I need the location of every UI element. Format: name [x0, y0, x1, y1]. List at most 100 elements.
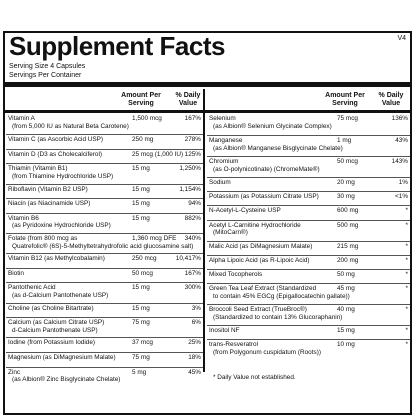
nutrient-amount: 75 mg [132, 354, 150, 361]
nutrient-daily-value: 167% [184, 269, 201, 277]
table-row: Green Tea Leaf Extract (Standardized to c… [207, 283, 410, 304]
nutrient-daily-value: 278% [184, 136, 201, 144]
nutrient-amount: 10 mg [337, 341, 355, 349]
nutrient-amount: 200 mg [337, 256, 359, 264]
nutrient-amount: 75 mcg [337, 115, 358, 122]
right-amount-heading-line1: Amount Per [325, 92, 365, 99]
nutrient-name: Vitamin B12 (as Methylcobalamin) [8, 255, 105, 263]
nutrient-amount: 50 mg [337, 271, 355, 278]
nutrient-daily-value: * [405, 285, 409, 293]
table-row: N-Acetyl-L-Cysteine USP 600 mg * [207, 205, 410, 219]
nutrient-source: (from Polygonum cuspidatum (Roots)) [213, 348, 321, 356]
nutrient-amount: 15 mg [132, 200, 150, 208]
nutrient-name: Chromium [209, 158, 239, 165]
nutrient-daily-value: 18% [188, 354, 201, 361]
nutrient-amount: 15 mg [132, 165, 150, 173]
nutrient-daily-value: 300% [184, 284, 201, 292]
nutrient-daily-value: 1,250% [179, 165, 201, 173]
nutrient-name: Sodium [209, 179, 231, 186]
nutrient-daily-value: 136% [391, 115, 408, 122]
nutrient-amount: 50 mcg [132, 269, 153, 277]
nutrient-amount: 1 mg [337, 137, 352, 144]
table-row: Biotin 50 mcg 167% [6, 267, 203, 283]
nutrient-name: Niacin (as Niacinamide USP) [8, 200, 91, 208]
nutrient-name: Manganese [209, 137, 243, 144]
nutrient-name: Acetyl L-Carnitine Hydrochloride [209, 221, 301, 229]
nutrient-name: Magnesium (as DiMagnesium Malate) [8, 354, 116, 361]
nutrient-name: Zinc [8, 368, 21, 376]
nutrient-source: (from Thiamine Hydrochloride USP) [12, 172, 114, 180]
table-row: Calcium (as Calcium Citrate USP) d-Calciu… [6, 317, 203, 337]
nutrient-amount: 250 mcg [132, 255, 157, 263]
supplement-facts-panel [3, 31, 412, 415]
table-row: Acetyl L-Carnitine Hydrochloride (MitoCar… [207, 219, 410, 241]
nutrient-source: (as Albion® Selenium Glycinate Complex) [213, 122, 332, 130]
table-row: Alpha Lipoic Acid (as R-Lipoic Acid) 200 … [207, 254, 410, 269]
left-amount-heading-line1: Amount Per [121, 92, 161, 99]
nutrient-amount: 20 mg [337, 179, 355, 186]
table-row: Choline (as Choline Bitartrate) 15 mg 3% [6, 302, 203, 318]
nutrient-source: (as Albion® Manganese Bisglycinate Chela… [213, 144, 343, 152]
table-row: Folate (from 800 mcg as Quatrefolic® (6S)… [6, 233, 203, 253]
nutrient-daily-value: 3% [191, 304, 201, 312]
nutrient-name: Folate (from 800 mcg as [8, 235, 78, 242]
nutrient-amount: 30 mg [337, 193, 355, 201]
nutrient-daily-value: * [405, 306, 409, 314]
nutrient-daily-value: * [405, 242, 409, 250]
table-row: trans-Resveratrol (from Polygonum cuspida… [207, 339, 410, 360]
nutrient-daily-value: 125% [184, 150, 201, 158]
right-dv-heading-line2: Value [381, 100, 401, 107]
footnote: * Daily Value not established. [213, 374, 296, 381]
nutrient-amount: 15 mg [132, 214, 150, 222]
nutrient-daily-value: * [405, 256, 409, 264]
table-row: Vitamin C (as Ascorbic Acid USP) 250 mg 27… [6, 134, 203, 149]
table-row: Mixed Tocopherols 50 mg * [207, 269, 410, 283]
table-row: Potassium (as Potassium Citrate USP) 30 m… [207, 191, 410, 205]
nutrient-daily-value: 1,154% [179, 185, 201, 193]
header-thick-bar [5, 82, 410, 87]
nutrient-name: Malic Acid (as DiMagnesium Malate) [209, 242, 313, 250]
nutrient-source: (as Albion® Zinc Bisglycinate Chelate) [12, 376, 121, 384]
table-row: Niacin (as Niacinamide USP) 15 mg 94% [6, 198, 203, 213]
table-row: Vitamin B12 (as Methylcobalamin) 250 mcg 1… [6, 253, 203, 268]
nutrient-amount: 15 mg [337, 327, 355, 335]
right-heading-bar [205, 110, 410, 113]
nutrient-source: to contain 45% EGCg (Epigallocatechin ga… [213, 292, 350, 300]
nutrient-amount: 600 mg [337, 207, 359, 215]
nutrient-daily-value: 43% [395, 137, 408, 144]
table-row: Chromium (as O-polynicotinate) (ChromeMat… [207, 156, 410, 177]
nutrient-name: Vitamin C (as Ascorbic Acid USP) [8, 136, 104, 144]
nutrient-source: (MitoCarn®) [213, 229, 248, 237]
nutrient-amount: 45 mg [337, 285, 355, 293]
nutrient-name: Mixed Tocopherols [209, 271, 263, 278]
nutrient-daily-value: 45% [188, 368, 201, 376]
nutrient-daily-value: 94% [188, 200, 201, 208]
table-row: Manganese (as Albion® Manganese Bisglycin… [207, 135, 410, 156]
nutrient-source: (Standardized to contain 13% Glucoraphan… [213, 313, 343, 321]
table-row: Pantothenic Acid (as d-Calcium Pantothena… [6, 282, 203, 302]
nutrient-source: (as O-polynicotinate) (ChromeMate®) [213, 165, 320, 173]
left-heading-bar [5, 110, 203, 113]
version-label: V4 [397, 35, 406, 42]
table-row: Malic Acid (as DiMagnesium Malate) 215 mg… [207, 240, 410, 255]
nutrient-name: Vitamin B6 [8, 214, 39, 222]
nutrient-source: (as Pyridoxine Hydrochloride USP) [12, 222, 111, 230]
nutrient-daily-value: * [405, 271, 409, 278]
nutrient-amount: 1,500 mcg [132, 115, 162, 122]
nutrient-name: Calcium (as Calcium Citrate USP) [8, 319, 105, 327]
nutrient-source: d-Calcium Pantothenate USP) [12, 326, 98, 334]
left-dv-heading-line1: % Daily [175, 92, 201, 99]
nutrient-daily-value: <1% [395, 193, 408, 201]
nutrient-daily-value: 882% [184, 214, 201, 222]
nutrient-name: N-Acetyl-L-Cysteine USP [209, 207, 281, 215]
table-row: Iodine (from Potassium Iodide) 37 mcg 25% [6, 337, 203, 352]
nutrient-name: Vitamin D (D3 as Cholecalciferol) [8, 150, 102, 158]
nutrient-daily-value: 6% [191, 319, 201, 327]
nutrient-amount: 15 mg [132, 304, 150, 312]
nutrient-amount: 500 mg [337, 221, 359, 229]
left-dv-heading-line2: Value [178, 100, 198, 107]
nutrient-name: Broccoli Seed Extract (TrueBroc®) [209, 306, 307, 314]
nutrient-daily-value: 167% [184, 115, 201, 122]
nutrient-name: Iodine (from Potassium Iodide) [8, 339, 96, 347]
nutrient-name: Choline (as Choline Bitartrate) [8, 304, 94, 312]
